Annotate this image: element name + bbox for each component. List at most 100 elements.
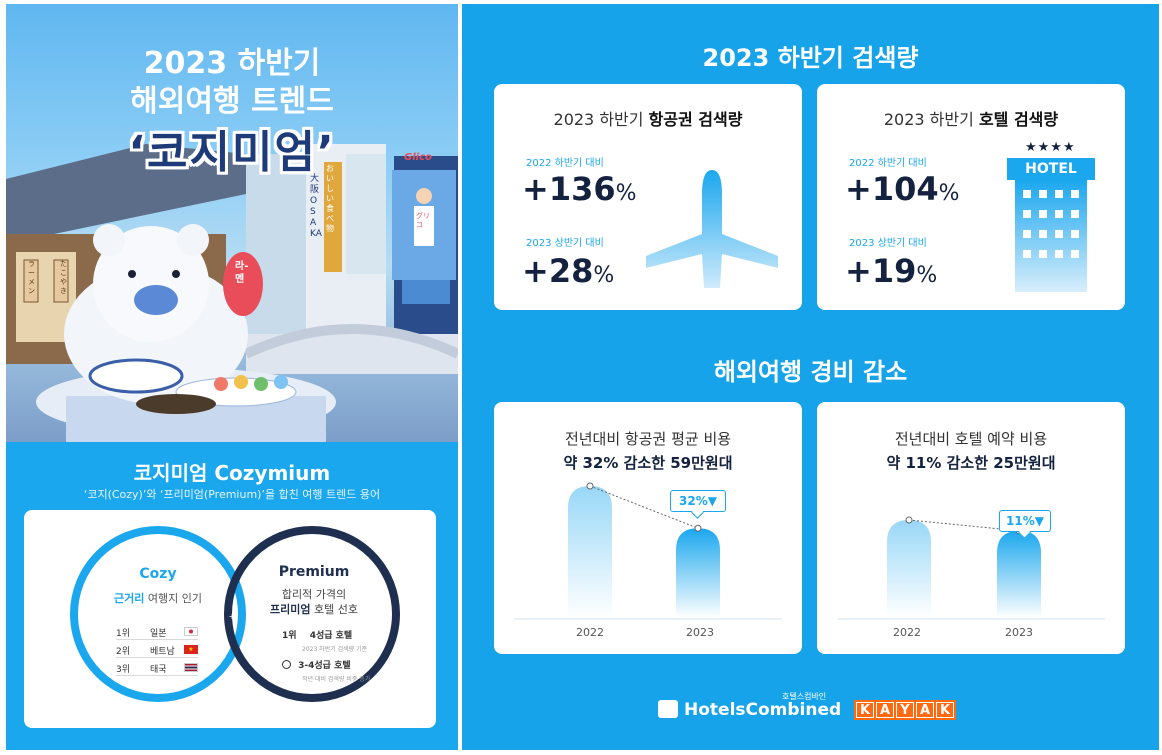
premium-rank-note: 작년 대비 검색량 비중 증가	[302, 676, 371, 683]
lantern-text: 라-멘	[235, 261, 249, 285]
premium-rank-label: 3-4성급 호텔	[298, 661, 351, 671]
glico-sign-text: Glico	[404, 152, 432, 163]
hero-title-cozymium: ‘코지미엄’	[128, 127, 336, 178]
osaka-sign-text: 大阪 OSAKA	[310, 174, 322, 239]
cozymium-title: 코지미엄 Cozymium	[133, 461, 331, 485]
premium-rank-row: 3-4성급 호텔	[282, 658, 351, 671]
cozy-rank-row: 1위 일본	[116, 624, 198, 640]
cozy-heading: Cozy	[139, 566, 177, 582]
flight-cost-trend-line	[589, 485, 699, 529]
cozy-rank-row: 2위 베트남 ★	[116, 642, 198, 658]
flight-cost-title: 전년대비 항공권 평균 비용	[564, 430, 732, 448]
cozy-description: 근거리 여행지 인기	[82, 590, 234, 606]
kayak-letter: K	[936, 702, 954, 718]
airplane-icon	[646, 170, 778, 288]
flight-value-1-unit: %	[615, 181, 637, 206]
search-volume-panel: 2023 하반기 검색량 2023 하반기 항공권 검색량 2022 하반기 대…	[462, 4, 1159, 750]
hotel-cost-subtitle: 약 11% 감소한 25만원대	[886, 454, 1056, 472]
hotel-value-2-unit: %	[916, 263, 938, 288]
cozy-premium-card: + Cozy 근거리 여행지 인기 1위 일본 2위 베트남 ★ 3위 태국 P…	[24, 510, 436, 728]
hotel-cost-year-2022: 2022	[893, 626, 921, 639]
shop-sign2-text: ラーメン	[28, 260, 35, 295]
shop-banner-text: おいしい食べ物	[326, 164, 334, 233]
hotel-cost-card: 전년대비 호텔 예약 비용 약 11% 감소한 25만원대 11%▼ 2022 …	[817, 402, 1125, 654]
flight-cost-chart	[514, 482, 782, 620]
premium-desc-rest: 호텔 선호	[310, 603, 358, 616]
rank-country: 태국	[150, 665, 167, 675]
premium-rank-note: 2023 하반기 검색량 기준	[302, 646, 368, 653]
kayak-letter: Y	[896, 702, 914, 718]
kayak-letter: A	[916, 702, 934, 718]
flight-cost-point-0	[586, 482, 594, 490]
flight-cost-year-2023: 2023	[686, 626, 714, 639]
hotel-building-icon	[1015, 180, 1087, 292]
shop-sign-text: たこやき	[60, 260, 67, 295]
flight-card-title-plain: 2023 하반기	[553, 110, 649, 129]
flight-cost-year-2022: 2022	[576, 626, 604, 639]
hotelscombined-korean-name: 호텔스컴바인	[782, 692, 827, 701]
hotel-value-1-unit: %	[938, 181, 960, 206]
flight-cost-card: 전년대비 항공권 평균 비용 약 32% 감소한 59만원대 32%▼ 2022…	[494, 402, 802, 654]
rank-country: 일본	[150, 629, 167, 639]
premium-description-line1: 합리적 가격의	[281, 588, 347, 601]
flight-cost-bar-0	[568, 486, 612, 618]
thailand-flag-icon	[184, 663, 198, 672]
vietnam-flag-icon: ★	[184, 645, 198, 654]
flight-label-1: 2022 하반기 대비	[526, 158, 604, 169]
rank-country: 베트남	[150, 647, 175, 657]
kayak-letter: K	[856, 702, 874, 718]
hotel-cost-title: 전년대비 호텔 예약 비용	[894, 430, 1048, 448]
hotel-sign: HOTEL	[1007, 158, 1095, 180]
hotel-cost-point-0	[905, 516, 913, 524]
osaka-street-illustration	[6, 144, 458, 442]
hotel-search-card: 2023 하반기 호텔 검색량 2022 하반기 대비 +104% 2023 상…	[817, 84, 1125, 310]
flight-card-title: 2023 하반기 항공권 검색량	[494, 106, 802, 130]
premium-rank-row: 1위 4성급 호텔	[282, 628, 352, 641]
flight-cost-bar-1	[676, 528, 720, 618]
kayak-logo: K A Y A K	[854, 700, 956, 720]
flight-value-2-number: +28	[522, 252, 594, 290]
hotel-card-title-plain: 2023 하반기	[883, 110, 979, 129]
premium-circle	[224, 526, 400, 702]
flight-card-title-bold: 항공권 검색량	[648, 110, 743, 129]
plus-symbol: +	[228, 612, 236, 621]
flight-cost-subtitle: 약 32% 감소한 59만원대	[563, 454, 733, 472]
hotel-value-2-number: +19	[845, 252, 917, 290]
hotelscombined-logo-text: HotelsCombined	[684, 700, 842, 720]
rank-number: 2위	[116, 647, 131, 657]
premium-heading: Premium	[278, 564, 350, 580]
premium-rank-label: 4성급 호텔	[309, 631, 353, 641]
premium-desc-bold: 프리미엄	[270, 603, 311, 616]
flight-label-2: 2023 상반기 대비	[526, 238, 604, 249]
cozy-desc-rest: 여행지 인기	[144, 592, 202, 605]
flight-value-2-unit: %	[593, 263, 615, 288]
hero-title-line1: 2023 하반기	[143, 46, 321, 81]
search-icon	[282, 660, 291, 669]
cozymium-panel: 2023 하반기 해외여행 트렌드 ‘코지미엄’ 라-멘 大阪 OSAKA Gl…	[6, 4, 458, 750]
hotel-cost-year-2023: 2023	[1005, 626, 1033, 639]
cozy-desc-bold: 근거리	[114, 592, 145, 605]
hotel-cost-bar-0	[887, 520, 931, 618]
premium-description-line2: 프리미엄 호텔 선호	[238, 601, 390, 617]
hotel-stars: ★★★★	[1025, 140, 1076, 155]
section-title-cost-decrease: 해외여행 경비 감소	[713, 358, 908, 386]
flight-value-2: +28%	[522, 252, 614, 290]
hotel-value-1: +104%	[845, 170, 960, 208]
japan-flag-icon	[184, 627, 198, 636]
flight-value-1-number: +136	[522, 170, 616, 208]
flight-value-1: +136%	[522, 170, 637, 208]
hotel-value-1-number: +104	[845, 170, 939, 208]
hotel-card-title-bold: 호텔 검색량	[978, 110, 1059, 129]
hero-title-line2: 해외여행 트렌드	[130, 84, 334, 119]
flight-cost-percent-tag: 32%▼	[670, 490, 726, 512]
cozy-rank-row: 3위 태국	[116, 660, 198, 676]
hotel-cost-bar-1	[997, 530, 1041, 618]
cozymium-subtitle: ‘코지(Cozy)’와 ‘프리미엄(Premium)’을 합친 여행 트렌드 용…	[83, 488, 381, 501]
hero-illustration: 2023 하반기 해외여행 트렌드 ‘코지미엄’ 라-멘 大阪 OSAKA Gl…	[6, 4, 458, 442]
kayak-letter: A	[876, 702, 894, 718]
hotel-cost-percent-tag: 11%▼	[999, 510, 1051, 532]
hotel-card-title: 2023 하반기 호텔 검색량	[817, 106, 1125, 130]
rank-number: 3위	[116, 665, 131, 675]
hotel-cost-chart	[837, 516, 1105, 620]
runner-shirt-text: グリコ	[416, 212, 430, 229]
